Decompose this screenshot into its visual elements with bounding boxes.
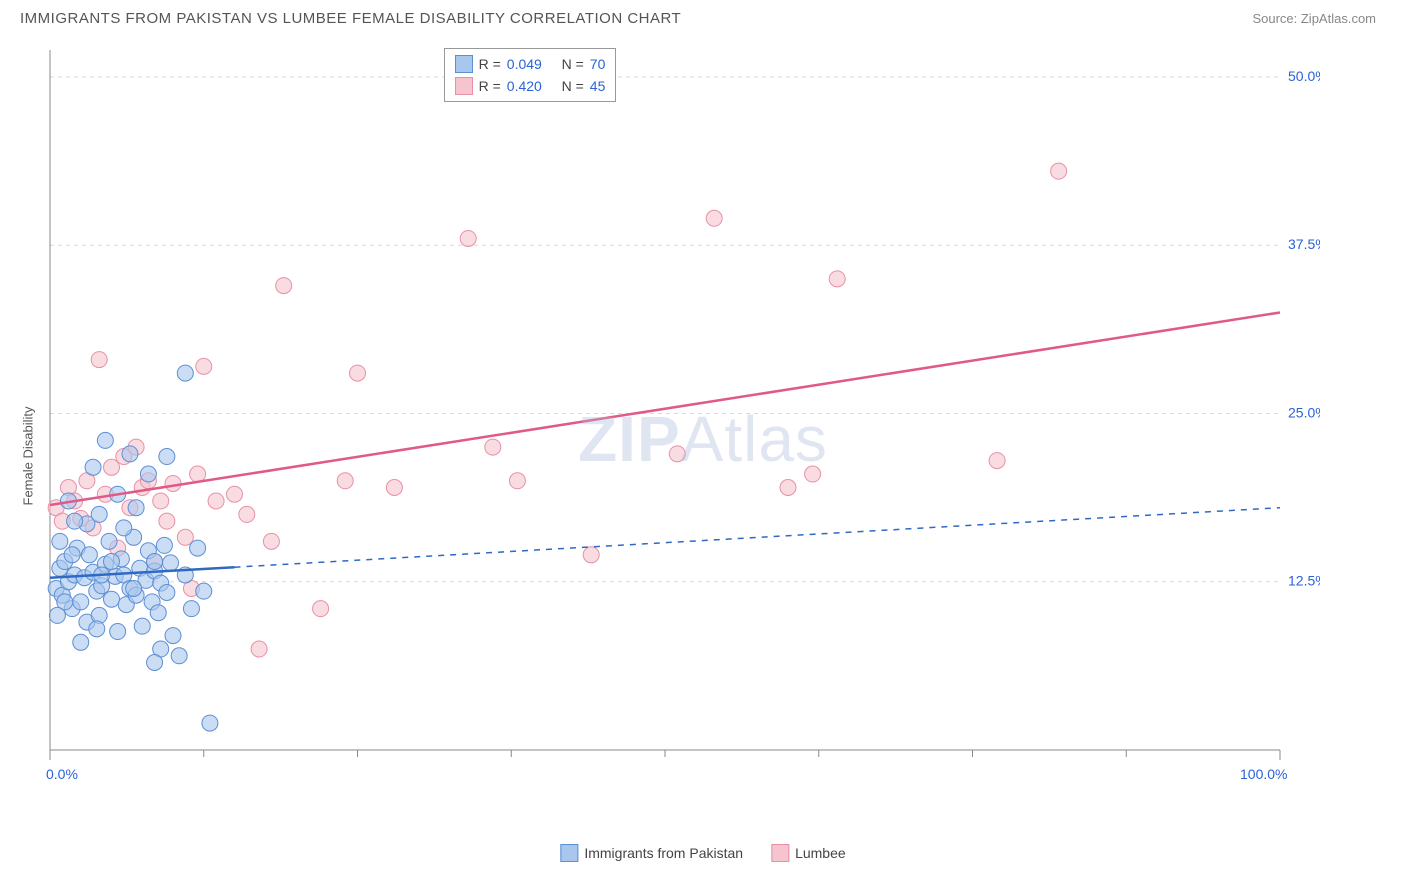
chart-area: Female Disability ZIPAtlas 12.5%25.0%37.… bbox=[20, 40, 1386, 872]
legend-swatch bbox=[455, 55, 473, 73]
x-axis-min: 0.0% bbox=[46, 766, 78, 782]
legend-series-item: Immigrants from Pakistan bbox=[560, 842, 743, 864]
legend-stat-row: R = 0.420 N = 45 bbox=[455, 75, 606, 97]
svg-text:37.5%: 37.5% bbox=[1288, 236, 1320, 252]
svg-text:12.5%: 12.5% bbox=[1288, 573, 1320, 589]
svg-text:25.0%: 25.0% bbox=[1288, 404, 1320, 420]
legend-series: Immigrants from Pakistan Lumbee bbox=[560, 842, 845, 864]
chart-title: IMMIGRANTS FROM PAKISTAN VS LUMBEE FEMAL… bbox=[20, 10, 681, 27]
x-axis-max: 100.0% bbox=[1240, 766, 1287, 782]
scatter-chart: 12.5% 25.0% 37.5% 50.0% bbox=[20, 40, 1320, 800]
legend-series-item: Lumbee bbox=[771, 842, 846, 864]
svg-text:50.0%: 50.0% bbox=[1288, 68, 1320, 84]
legend-swatch bbox=[455, 77, 473, 95]
legend-swatch bbox=[560, 844, 578, 862]
legend-swatch bbox=[771, 844, 789, 862]
source-label: Source: ZipAtlas.com bbox=[1252, 11, 1376, 26]
y-axis-label: Female Disability bbox=[21, 407, 36, 506]
legend-stats: R = 0.049 N = 70 R = 0.420 N = 45 bbox=[444, 48, 617, 102]
legend-stat-row: R = 0.049 N = 70 bbox=[455, 53, 606, 75]
